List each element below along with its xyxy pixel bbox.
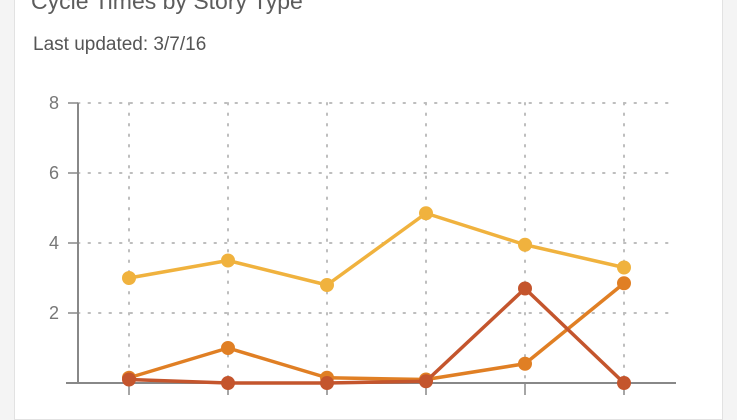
data-point [122, 271, 136, 285]
data-point [221, 376, 235, 390]
data-point [617, 376, 631, 390]
data-point [320, 376, 334, 390]
series-line [128, 211, 625, 287]
y-tick-label: 6 [49, 163, 59, 183]
data-point [221, 341, 235, 355]
series-line [128, 281, 626, 382]
chart-card [14, 0, 723, 420]
series-2 [122, 276, 631, 387]
data-point [518, 281, 532, 296]
chart-title: Cycle Times by Story Type [31, 0, 303, 14]
axes: 2 4 6 8 [49, 93, 676, 395]
data-point [518, 356, 532, 371]
data-point [419, 374, 433, 389]
last-updated-text: Last updated: 3/7/16 [33, 34, 207, 55]
series-3 [122, 281, 631, 390]
data-point [320, 278, 334, 292]
data-point [419, 206, 433, 221]
series [122, 206, 631, 390]
series-1 [122, 206, 631, 292]
data-point [617, 260, 631, 275]
y-tick-label: 4 [49, 233, 59, 253]
data-point [221, 253, 235, 268]
data-point [617, 276, 631, 291]
line-chart: 2 4 6 8 [49, 93, 677, 395]
grid [77, 102, 677, 384]
data-point [518, 237, 532, 252]
data-point [122, 372, 136, 387]
y-tick-label: 8 [49, 93, 59, 113]
y-tick-label: 2 [49, 303, 59, 323]
series-line [128, 286, 626, 385]
